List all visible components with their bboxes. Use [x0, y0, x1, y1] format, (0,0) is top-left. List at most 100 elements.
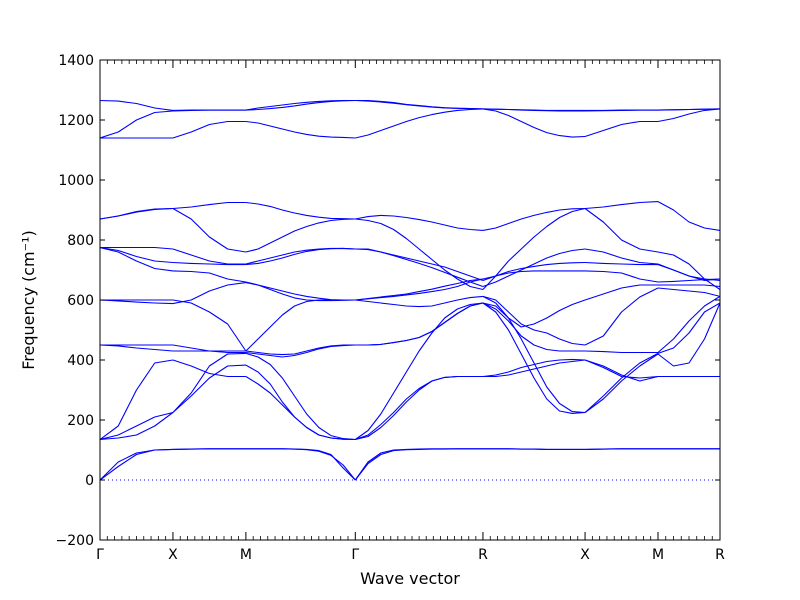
x-tick-label: R: [715, 547, 725, 563]
band-line: [585, 201, 659, 210]
tick-labels: −200 0 200 400 600 800 1000 1200 1400 Γ X M Γ R X M R: [56, 53, 726, 563]
band-line: [355, 278, 484, 301]
band-line: [354, 448, 483, 481]
bands-layer: [100, 99, 720, 481]
band-line: [245, 282, 356, 302]
x-tick-label: M: [240, 547, 252, 563]
band-line: [657, 201, 720, 231]
band-line: [355, 248, 484, 288]
band-line: [245, 364, 356, 441]
band-line: [584, 353, 659, 413]
band-line: [584, 120, 658, 138]
band-line: [245, 247, 356, 265]
y-tick-label: 1400: [58, 53, 94, 69]
band-line: [355, 108, 483, 139]
band-line: [354, 448, 483, 481]
band-line: [657, 108, 720, 123]
band-line: [584, 359, 659, 382]
band-line: [584, 359, 659, 379]
x-tick-label: X: [580, 547, 590, 563]
x-tick-label: M: [652, 547, 664, 563]
band-line: [657, 263, 720, 282]
axis-ticks: [99, 59, 721, 541]
x-axis-label: Wave vector: [360, 569, 460, 588]
band-line: [172, 208, 246, 253]
band-line: [482, 207, 586, 290]
y-tick-label: 0: [85, 473, 94, 489]
band-line: [245, 352, 356, 441]
band-line: [482, 108, 586, 111]
band-line: [482, 295, 586, 346]
band-line: [100, 411, 174, 441]
band-line: [482, 295, 586, 328]
band-line: [245, 247, 356, 266]
band-line: [584, 248, 659, 265]
y-tick-label: 1200: [58, 113, 94, 129]
band-line: [657, 302, 720, 354]
band-line: [245, 344, 356, 358]
band-line: [657, 287, 720, 297]
band-line: [100, 359, 174, 440]
band-line: [100, 99, 174, 111]
band-line: [657, 302, 720, 367]
y-tick-label: 600: [67, 293, 94, 309]
plot-frame: [99, 59, 721, 541]
band-line: [245, 448, 356, 481]
band-line: [482, 448, 586, 450]
band-line: [100, 344, 173, 352]
band-line: [245, 299, 356, 352]
band-line: [355, 214, 483, 231]
band-line: [482, 358, 586, 378]
band-line: [585, 261, 658, 266]
band-line: [172, 448, 246, 450]
y-axis-label: Frequency (cm⁻¹): [19, 230, 38, 369]
band-line: [584, 352, 659, 413]
band-line: [172, 261, 246, 266]
band-line: [355, 302, 484, 346]
band-line: [245, 120, 356, 139]
band-line: [482, 261, 586, 282]
band-line: [657, 295, 720, 353]
band-line: [172, 120, 246, 139]
x-tick-label: Γ: [96, 547, 104, 563]
band-line: [584, 284, 658, 301]
band-line: [100, 207, 173, 220]
band-line: [100, 110, 173, 139]
band-line: [245, 201, 356, 220]
band-line: [482, 302, 586, 414]
band-line: [584, 287, 659, 346]
band-line: [657, 108, 720, 111]
band-line: [245, 448, 356, 481]
band-line: [245, 344, 356, 356]
y-tick-label: −200: [56, 533, 94, 549]
band-line: [245, 281, 356, 301]
band-line: [100, 246, 173, 250]
band-line: [355, 295, 483, 308]
band-line: [100, 246, 173, 264]
band-line: [355, 248, 484, 282]
band-line: [657, 251, 720, 290]
band-line: [100, 412, 174, 441]
band-line: [172, 248, 246, 265]
y-tick-label: 400: [67, 353, 94, 369]
band-line: [482, 302, 586, 352]
band-line: [657, 264, 720, 282]
band-line: [172, 270, 246, 283]
band-line: [172, 364, 246, 413]
band-line: [100, 246, 174, 272]
y-tick-label: 800: [67, 233, 94, 249]
band-line: [585, 448, 658, 450]
band-line: [355, 218, 484, 291]
band-line: [172, 282, 246, 305]
band-line: [172, 359, 246, 378]
band-line: [100, 299, 173, 305]
band-line: [355, 375, 483, 441]
band-line: [172, 201, 246, 210]
band-line: [355, 99, 483, 110]
band-line: [584, 208, 659, 253]
x-tick-label: X: [168, 547, 178, 563]
x-tick-label: R: [478, 547, 488, 563]
band-line: [172, 352, 246, 413]
band-line: [172, 299, 247, 352]
